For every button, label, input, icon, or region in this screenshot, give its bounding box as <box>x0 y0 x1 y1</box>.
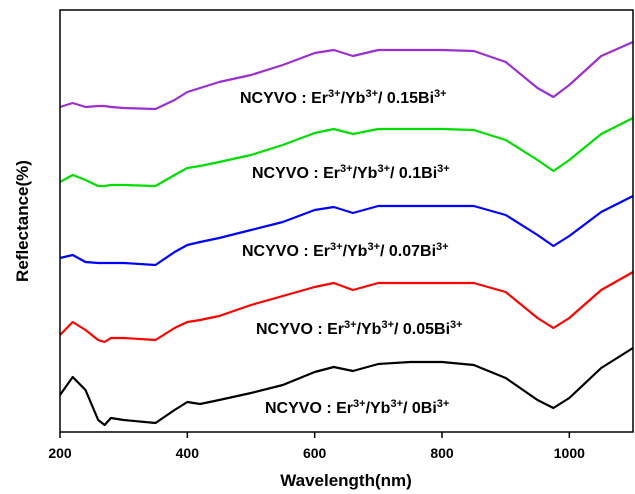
label-text: NCYVO : Er <box>240 90 328 107</box>
x-axis-label: Wavelength(nm) <box>280 471 412 490</box>
label-text: /Yb <box>357 321 382 338</box>
label-text: /Yb <box>343 243 368 260</box>
series-line <box>59 195 634 267</box>
label-text: / 0.1Bi <box>390 165 437 182</box>
series-label: NCYVO : Er3+/Yb3+/ 0.1Bi3+ <box>252 163 450 182</box>
label-text: / 0Bi <box>403 400 437 417</box>
label-text: /Yb <box>366 400 391 417</box>
series-line <box>59 271 634 344</box>
label-superscript: 3+ <box>436 241 449 253</box>
series-line <box>59 347 634 427</box>
label-superscript: 3+ <box>330 241 343 253</box>
label-text: NCYVO : Er <box>256 321 344 338</box>
label-text: / 0.05Bi <box>394 321 450 338</box>
series-label: NCYVO : Er3+/Yb3+/ 0.15Bi3+ <box>240 88 447 107</box>
label-superscript: 3+ <box>381 319 394 331</box>
y-axis-label: Reflectance(%) <box>13 160 32 282</box>
label-text: /Yb <box>353 165 378 182</box>
label-superscript: 3+ <box>450 319 463 331</box>
series-label: NCYVO : Er3+/Yb3+/ 0.07Bi3+ <box>242 241 449 260</box>
label-text: / 0.15Bi <box>378 90 434 107</box>
series-line <box>59 117 634 188</box>
label-superscript: 3+ <box>390 398 403 410</box>
label-text: / 0.07Bi <box>380 243 436 260</box>
label-superscript: 3+ <box>437 398 450 410</box>
label-superscript: 3+ <box>340 163 353 175</box>
label-text: NCYVO : Er <box>242 243 330 260</box>
label-superscript: 3+ <box>434 88 447 100</box>
x-tick-label: 400 <box>176 445 200 461</box>
label-superscript: 3+ <box>437 163 450 175</box>
label-superscript: 3+ <box>344 319 357 331</box>
series-label: NCYVO : Er3+/Yb3+/ 0.05Bi3+ <box>256 319 463 338</box>
x-tick-label: 200 <box>48 445 72 461</box>
plot-frame <box>59 9 634 433</box>
series-label: NCYVO : Er3+/Yb3+/ 0Bi3+ <box>265 398 449 417</box>
label-superscript: 3+ <box>365 88 378 100</box>
label-superscript: 3+ <box>328 88 341 100</box>
label-text: NCYVO : Er <box>252 165 340 182</box>
label-superscript: 3+ <box>367 241 380 253</box>
label-text: NCYVO : Er <box>265 400 353 417</box>
x-tick-label: 800 <box>430 445 454 461</box>
series-line <box>59 40 634 111</box>
label-superscript: 3+ <box>353 398 366 410</box>
x-tick-label: 600 <box>303 445 327 461</box>
label-superscript: 3+ <box>377 163 390 175</box>
x-tick-label: 1000 <box>554 445 585 461</box>
label-text: /Yb <box>341 90 366 107</box>
